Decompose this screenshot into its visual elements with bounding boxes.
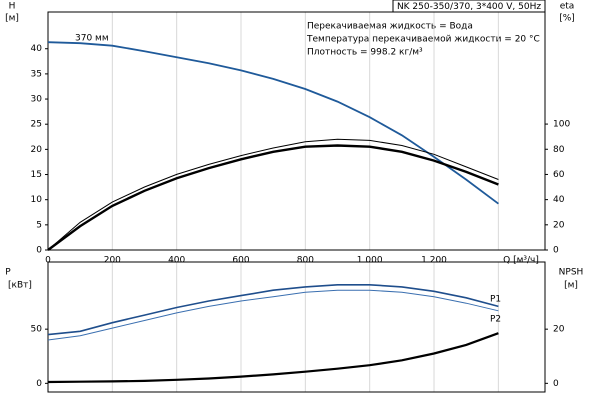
x-tick-label: 200 bbox=[104, 256, 121, 266]
y-tick-label: 35 bbox=[31, 69, 42, 79]
chart-title: NK 250-350/370, 3*400 V, 50Hz bbox=[397, 2, 541, 12]
plot-frame bbox=[47, 11, 546, 251]
annotation: Плотность = 998.2 кг/м³ bbox=[307, 48, 423, 58]
x-tick-label: 600 bbox=[232, 256, 249, 266]
y2-axis-label: eta bbox=[560, 2, 575, 12]
y-tick-label: 0 bbox=[36, 246, 42, 256]
y2-tick-label: 60 bbox=[553, 170, 565, 180]
y2-tick-label: 0 bbox=[553, 246, 559, 256]
y-tick-label: 40 bbox=[31, 44, 43, 54]
y2-tick-label: 100 bbox=[553, 120, 570, 130]
y-tick-label: 5 bbox=[36, 220, 42, 230]
x-tick-label: 0 bbox=[45, 256, 51, 266]
y-axis-unit: [м] bbox=[5, 14, 19, 24]
curve bbox=[47, 138, 499, 251]
curve bbox=[47, 41, 499, 205]
y-tick-label: 25 bbox=[31, 120, 42, 130]
curve bbox=[47, 144, 499, 251]
y2-tick-label: 40 bbox=[553, 195, 565, 205]
y2-axis-label: NPSH bbox=[559, 268, 584, 278]
y-tick-label: 15 bbox=[31, 170, 42, 180]
y-axis-unit: [кВт] bbox=[8, 281, 32, 291]
curve bbox=[47, 289, 499, 341]
x-tick-label: 800 bbox=[297, 256, 314, 266]
y-axis-label: P bbox=[5, 268, 11, 278]
curve-label: P1 bbox=[490, 295, 501, 305]
curve bbox=[47, 284, 499, 336]
y2-axis-unit: [м] bbox=[564, 281, 578, 291]
y-tick-label: 10 bbox=[31, 195, 43, 205]
y-tick-label: 30 bbox=[31, 95, 43, 105]
annotation: Температура перекачиваемой жидкости = 20… bbox=[306, 35, 540, 45]
y2-tick-label: 80 bbox=[553, 145, 565, 155]
x-tick-label: 400 bbox=[168, 256, 185, 266]
curve bbox=[47, 332, 499, 384]
y2-tick-label: 0 bbox=[553, 379, 559, 389]
curve-label: 370 мм bbox=[75, 34, 109, 44]
y-tick-label: 20 bbox=[31, 145, 43, 155]
y-tick-label: 50 bbox=[31, 325, 43, 335]
x-tick-label: 1 000 bbox=[357, 256, 383, 266]
x-axis-label: Q [м³/ч] bbox=[503, 256, 539, 266]
y-tick-label: 0 bbox=[36, 379, 42, 389]
plot-frame bbox=[47, 261, 546, 393]
x-tick-label: 1 200 bbox=[421, 256, 447, 266]
y-axis-label: H bbox=[9, 2, 16, 12]
y2-tick-label: 20 bbox=[553, 325, 565, 335]
curve-label: P2 bbox=[490, 315, 501, 325]
y2-tick-label: 20 bbox=[553, 220, 565, 230]
annotation: Перекачиваемая жидкость = Вода bbox=[307, 22, 473, 32]
y2-axis-unit: [%] bbox=[559, 14, 575, 24]
